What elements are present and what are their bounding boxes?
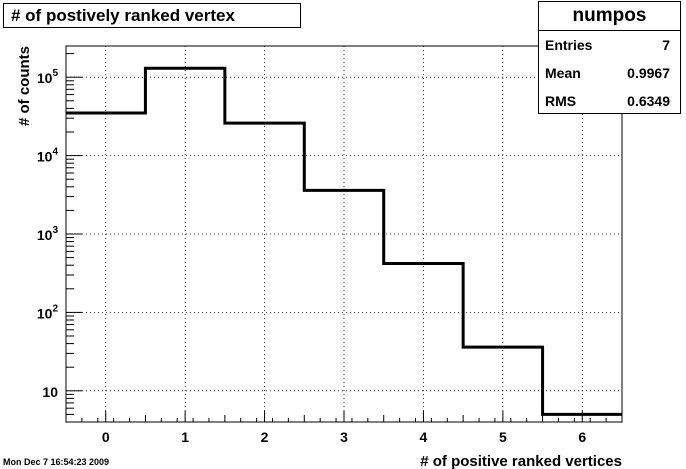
stats-row-rms: RMS 0.6349 xyxy=(539,87,680,115)
stats-row-entries: Entries 7 xyxy=(539,31,680,59)
y-axis-title: # of counts xyxy=(16,46,33,126)
y-tick-label: 10 xyxy=(42,384,58,400)
chart-title: # of postively ranked vertex xyxy=(3,3,301,28)
stats-value: 0.6349 xyxy=(627,93,670,109)
stats-label: RMS xyxy=(545,93,577,109)
x-tick-label: 2 xyxy=(261,429,269,445)
stats-box: numpos Entries 7 Mean 0.9967 RMS 0.6349 xyxy=(538,1,681,114)
stats-histogram-name: numpos xyxy=(539,2,680,31)
y-tick-label: 104 xyxy=(37,147,59,165)
stats-value: 7 xyxy=(662,37,670,53)
x-tick-label: 0 xyxy=(102,429,110,445)
y-tick-label: 102 xyxy=(37,303,59,321)
x-tick-label: 5 xyxy=(499,429,507,445)
x-tick-label: 6 xyxy=(578,429,586,445)
footer-date: Mon Dec 7 16:54:23 2009 xyxy=(3,457,110,467)
stats-row-mean: Mean 0.9967 xyxy=(539,59,680,87)
stats-value: 0.9967 xyxy=(627,65,670,81)
y-tick-label: 103 xyxy=(37,225,59,243)
y-tick-label: 105 xyxy=(37,68,59,86)
stats-label: Mean xyxy=(545,65,581,81)
histogram-bin xyxy=(66,113,145,422)
x-tick-label: 4 xyxy=(420,429,428,445)
histogram-bin xyxy=(145,68,224,422)
x-axis-title: # of positive ranked vertices xyxy=(420,453,622,469)
x-tick-label: 3 xyxy=(340,429,348,445)
histogram-bin xyxy=(225,123,304,422)
stats-label: Entries xyxy=(545,37,593,53)
x-tick-label: 1 xyxy=(181,429,189,445)
histogram-step-line xyxy=(66,66,622,416)
